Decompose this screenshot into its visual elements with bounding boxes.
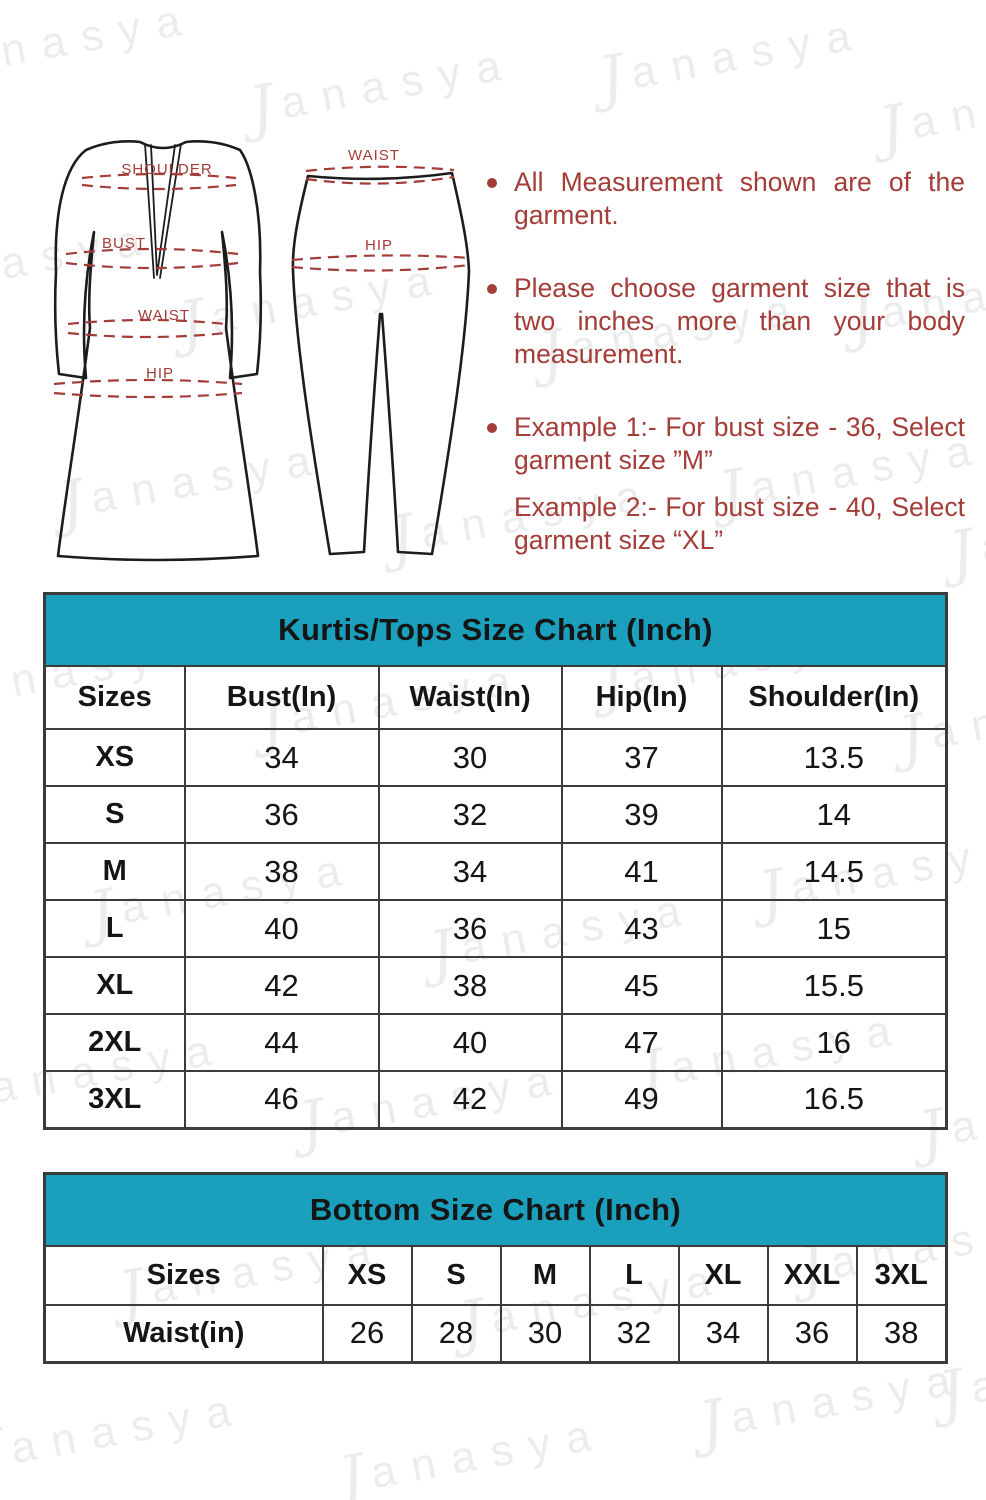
leggings-outline [291,171,471,556]
column-header: XL [677,1245,769,1306]
table-cell: 42 [377,1070,563,1129]
waist-measure-line [67,318,227,339]
kurti-outline [53,139,263,562]
table-cell: 30 [499,1304,591,1363]
table-cell: 44 [183,1013,380,1072]
column-header: S [410,1245,502,1306]
table-cell: 36 [766,1304,858,1363]
table-row: 2XL 44 40 47 16 [43,1013,948,1072]
tops-size-table: Kurtis/Tops Size Chart (Inch) Sizes Bust… [43,592,949,1130]
leggings-diagram: WAIST HIP [291,147,471,556]
column-header: M [499,1245,591,1306]
leggings-waist-measure-line [305,165,455,185]
column-header: Bust(In) [183,665,380,730]
table-cell: 14 [720,785,948,844]
table-row: Waist(in) 26 28 30 32 34 36 38 [43,1304,948,1363]
bullet-icon [487,284,497,294]
table-cell: 42 [183,956,380,1015]
tops-table-header-row: Sizes Bust(In) Waist(In) Hip(In) Shoulde… [43,665,948,730]
bullet-icon [487,178,497,188]
tops-table-title: Kurtis/Tops Size Chart (Inch) [43,592,948,667]
table-row: XS 34 30 37 13.5 [43,728,948,787]
kurti-hip-label: HIP [146,365,174,382]
bottom-table-header-row: Sizes XS S M L XL XXL 3XL [43,1245,948,1306]
table-cell: 34 [377,842,563,901]
table-cell: 46 [183,1070,380,1129]
table-cell: 49 [560,1070,723,1129]
column-header: Hip(In) [560,665,723,730]
table-row: S 36 32 39 14 [43,785,948,844]
column-header: XS [321,1245,413,1306]
table-row: L 40 36 43 15 [43,899,948,958]
note-example-2: Example 2:- For bust size - 40, Select g… [514,492,965,555]
column-header: 3XL [855,1245,948,1306]
kurti-diagram: SHOULDER BUST WAIST HIP [53,139,263,562]
leggings-hip-measure-line [291,254,471,272]
table-cell: 41 [560,842,723,901]
column-header: Sizes [43,665,186,730]
row-label: Waist(in) [43,1304,324,1363]
note-text: Please choose garment size that is two i… [514,273,965,369]
table-row: 3XL 46 42 49 16.5 [43,1070,948,1129]
column-header: L [588,1245,680,1306]
table-cell: 28 [410,1304,502,1363]
note-item: All Measurement shown are of the garment… [487,166,965,232]
shoulder-measure-line [81,172,237,191]
table-cell: 34 [677,1304,769,1363]
column-header: Shoulder(In) [720,665,948,730]
kurti-waist-label: WAIST [138,307,190,324]
kurti-bust-label: BUST [102,235,146,252]
size-label: S [43,785,186,844]
table-cell: 36 [377,899,563,958]
table-cell: 43 [560,899,723,958]
table-cell: 32 [588,1304,680,1363]
table-cell: 38 [183,842,380,901]
table-cell: 37 [560,728,723,787]
table-cell: 13.5 [720,728,948,787]
note-example-1: Example 1:- For bust size - 36, Select g… [514,412,965,475]
bottom-size-table: Bottom Size Chart (Inch) Sizes XS S M L … [43,1172,949,1364]
note-item: Example 1:- For bust size - 36, Select g… [487,411,965,557]
leggings-waist-label: WAIST [348,147,400,164]
table-cell: 34 [183,728,380,787]
table-cell: 32 [377,785,563,844]
table-cell: 47 [560,1013,723,1072]
table-cell: 40 [377,1013,563,1072]
table-cell: 38 [377,956,563,1015]
size-label: XS [43,728,186,787]
table-cell: 45 [560,956,723,1015]
table-cell: 38 [855,1304,948,1363]
table-cell: 30 [377,728,563,787]
table-cell: 39 [560,785,723,844]
measurement-notes: All Measurement shown are of the garment… [487,166,965,557]
table-cell: 26 [321,1304,413,1363]
column-header: Waist(In) [377,665,563,730]
leggings-hip-label: HIP [365,237,393,254]
table-cell: 36 [183,785,380,844]
bullet-icon [487,423,497,433]
table-cell: 15.5 [720,956,948,1015]
size-label: 3XL [43,1070,186,1129]
table-row: M 38 34 41 14.5 [43,842,948,901]
table-cell: 40 [183,899,380,958]
size-label: L [43,899,186,958]
hip-measure-line [53,378,243,399]
bust-measure-line [65,247,239,270]
note-text: All Measurement shown are of the garment… [514,167,965,230]
table-row: XL 42 38 45 15.5 [43,956,948,1015]
table-cell: 14.5 [720,842,948,901]
note-item: Please choose garment size that is two i… [487,272,965,371]
table-cell: 16 [720,1013,948,1072]
kurti-placket [144,143,182,279]
size-label: XL [43,956,186,1015]
table-cell: 15 [720,899,948,958]
kurti-shoulder-label: SHOULDER [121,161,212,178]
size-label: M [43,842,186,901]
column-header: Sizes [43,1245,324,1306]
bottom-table-title: Bottom Size Chart (Inch) [43,1172,948,1247]
column-header: XXL [766,1245,858,1306]
size-label: 2XL [43,1013,186,1072]
table-cell: 16.5 [720,1070,948,1129]
